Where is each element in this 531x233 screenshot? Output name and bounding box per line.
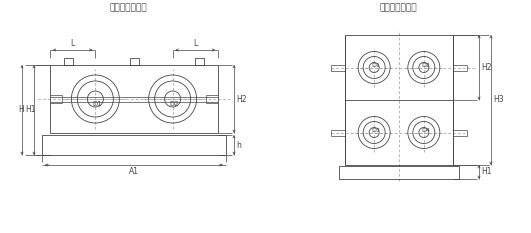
Bar — [195, 58, 204, 65]
Bar — [339, 166, 459, 179]
Text: H2: H2 — [236, 95, 246, 103]
Text: h: h — [236, 140, 241, 150]
Text: L: L — [193, 39, 198, 48]
Bar — [64, 58, 73, 65]
Text: H: H — [18, 106, 24, 114]
Text: D4: D4 — [422, 128, 430, 133]
Text: H3: H3 — [493, 96, 503, 104]
Bar — [42, 135, 226, 155]
Text: 双层（双管夹）: 双层（双管夹） — [379, 3, 417, 13]
Text: H1: H1 — [481, 168, 492, 177]
Text: D1: D1 — [372, 63, 381, 68]
Text: H2: H2 — [481, 63, 492, 72]
Text: D1: D1 — [92, 101, 102, 107]
Text: H1: H1 — [25, 106, 36, 114]
Bar — [130, 58, 139, 65]
Bar — [345, 35, 453, 165]
Text: D3: D3 — [372, 128, 381, 133]
Text: D2: D2 — [170, 101, 179, 107]
Bar — [50, 65, 218, 133]
Text: L: L — [71, 39, 75, 48]
Text: 单层（双管夹）: 单层（双管夹） — [109, 3, 147, 13]
Text: D2: D2 — [422, 63, 430, 68]
Text: A1: A1 — [129, 167, 139, 176]
